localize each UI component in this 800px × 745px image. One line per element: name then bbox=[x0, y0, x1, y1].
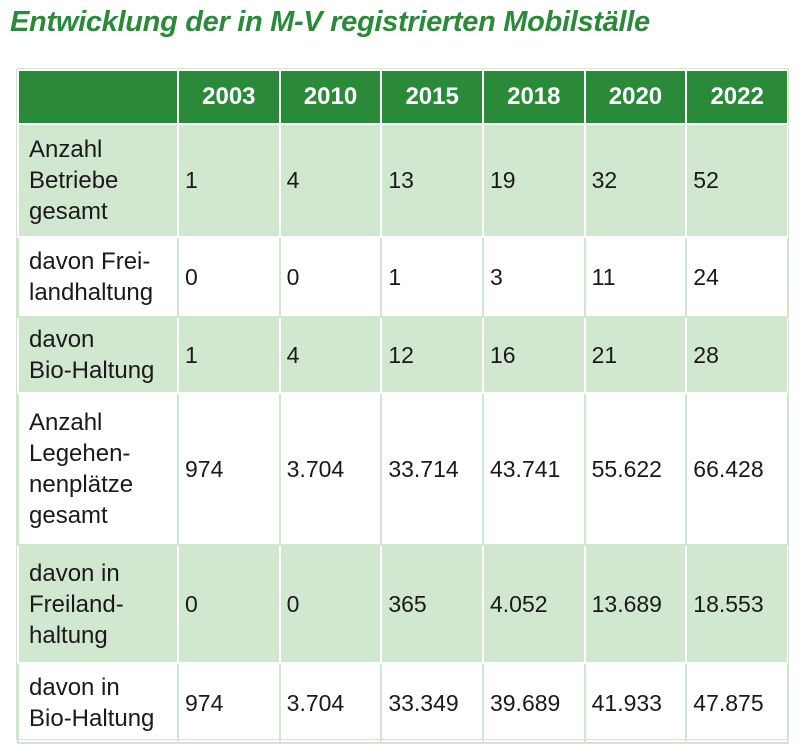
table-cell: 41.933 bbox=[583, 662, 688, 744]
table-cell: 3 bbox=[481, 236, 586, 318]
table-cell: 13.689 bbox=[583, 544, 688, 664]
table-cell: 39.689 bbox=[481, 662, 586, 744]
table-cell: 33.349 bbox=[380, 662, 484, 744]
table-body: Anzahl Betriebe gesamt 1 4 13 19 32 52 d… bbox=[17, 123, 789, 744]
table-cell: 1 bbox=[177, 316, 281, 394]
table-header: 2003 2010 2015 2018 2020 2022 bbox=[17, 69, 789, 125]
table-cell: 13 bbox=[380, 123, 484, 238]
table-row: davon in Freiland- haltung 0 0 365 4.052… bbox=[17, 544, 789, 664]
table-cell: 12 bbox=[380, 316, 484, 394]
table-cell: 0 bbox=[278, 236, 383, 318]
table-cell: 1 bbox=[380, 236, 484, 318]
table-cell: 21 bbox=[583, 316, 688, 394]
table-cell: 33.714 bbox=[380, 392, 484, 546]
row-label: davon in Bio-Haltung bbox=[17, 662, 179, 744]
row-label: davon Bio-Haltung bbox=[17, 316, 179, 394]
table-row: davon in Bio-Haltung 974 3.704 33.349 39… bbox=[17, 662, 789, 744]
header-cell-year: 2003 bbox=[177, 69, 281, 125]
table-cell: 974 bbox=[177, 662, 281, 744]
row-label: Anzahl Betriebe gesamt bbox=[17, 123, 179, 238]
header-cell-empty bbox=[17, 69, 179, 125]
table-cell: 3.704 bbox=[278, 662, 383, 744]
table-cell: 0 bbox=[278, 544, 383, 664]
table-cell: 55.622 bbox=[583, 392, 688, 546]
table-cell: 0 bbox=[177, 236, 281, 318]
page-title: Entwicklung der in M-V registrierten Mob… bbox=[10, 6, 650, 38]
header-row: 2003 2010 2015 2018 2020 2022 bbox=[17, 69, 789, 125]
mobile-stables-table: 2003 2010 2015 2018 2020 2022 Anzahl Bet… bbox=[17, 69, 789, 744]
table-cell: 4.052 bbox=[481, 544, 586, 664]
table-cell: 3.704 bbox=[278, 392, 383, 546]
table-cell: 43.741 bbox=[481, 392, 586, 546]
table-cell: 0 bbox=[177, 544, 281, 664]
header-cell-year: 2015 bbox=[380, 69, 484, 125]
table-cell: 1 bbox=[177, 123, 281, 238]
header-cell-year: 2010 bbox=[278, 69, 383, 125]
row-label: davon in Freiland- haltung bbox=[17, 544, 179, 664]
table-cell: 52 bbox=[685, 123, 789, 238]
table-cell: 365 bbox=[380, 544, 484, 664]
table-cell: 4 bbox=[278, 123, 383, 238]
table-cell: 16 bbox=[481, 316, 586, 394]
header-cell-year: 2022 bbox=[685, 69, 789, 125]
table-row: Anzahl Betriebe gesamt 1 4 13 19 32 52 bbox=[17, 123, 789, 238]
table-row: Anzahl Legehen- nenplätze gesamt 974 3.7… bbox=[17, 392, 789, 546]
table-row: davon Frei- landhaltung 0 0 1 3 11 24 bbox=[17, 236, 789, 318]
table-cell: 66.428 bbox=[685, 392, 789, 546]
row-label: davon Frei- landhaltung bbox=[17, 236, 179, 318]
table-cell: 19 bbox=[481, 123, 586, 238]
table-cell: 11 bbox=[583, 236, 688, 318]
row-label: Anzahl Legehen- nenplätze gesamt bbox=[17, 392, 179, 546]
table-cell: 24 bbox=[685, 236, 789, 318]
table-cell: 4 bbox=[278, 316, 383, 394]
table-row: davon Bio-Haltung 1 4 12 16 21 28 bbox=[17, 316, 789, 394]
table-cell: 28 bbox=[685, 316, 789, 394]
table-cell: 32 bbox=[583, 123, 688, 238]
table-cell: 974 bbox=[177, 392, 281, 546]
header-cell-year: 2018 bbox=[481, 69, 586, 125]
table-cell: 47.875 bbox=[685, 662, 789, 744]
header-cell-year: 2020 bbox=[583, 69, 688, 125]
table-cell: 18.553 bbox=[685, 544, 789, 664]
